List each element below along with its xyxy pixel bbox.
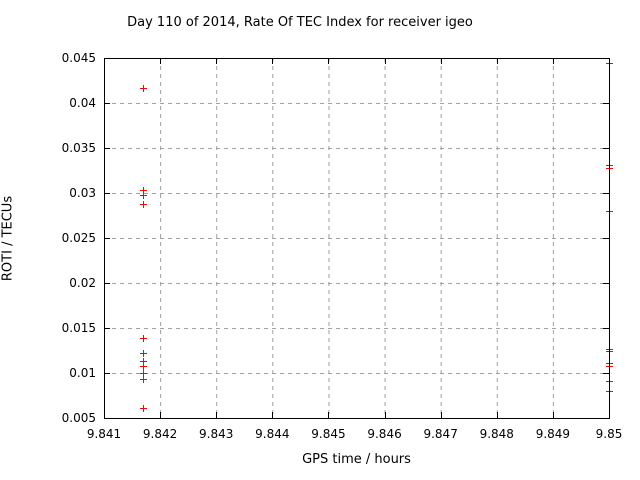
x-tick-label: 9.842 bbox=[142, 427, 178, 441]
x-tick-label: 9.849 bbox=[535, 427, 571, 441]
y-tick-label: 0.04 bbox=[69, 96, 96, 110]
x-tick-label: 9.847 bbox=[423, 427, 458, 441]
y-tick-label: 0.005 bbox=[61, 411, 96, 425]
x-tick-label: 9.844 bbox=[255, 427, 290, 441]
y-tick-label: 0.045 bbox=[61, 51, 96, 65]
x-tick-label: 9.845 bbox=[311, 427, 346, 441]
x-tick-label: 9.846 bbox=[367, 427, 402, 441]
x-tick-label: 9.843 bbox=[199, 427, 234, 441]
plot-border bbox=[104, 58, 610, 419]
x-tick-label: 9.848 bbox=[479, 427, 514, 441]
y-tick-label: 0.025 bbox=[61, 231, 96, 245]
chart-title: Day 110 of 2014, Rate Of TEC Index for r… bbox=[127, 15, 473, 30]
y-tick-label: 0.02 bbox=[69, 276, 96, 290]
y-tick-label: 0.015 bbox=[61, 321, 96, 335]
y-tick-label: 0.03 bbox=[69, 186, 96, 200]
y-tick-label: 0.035 bbox=[61, 141, 96, 155]
y-tick-label: 0.01 bbox=[69, 366, 96, 380]
x-axis-title: GPS time / hours bbox=[302, 452, 411, 467]
x-tick-label: 9.85 bbox=[595, 427, 623, 441]
x-tick-label: 9.841 bbox=[86, 427, 122, 441]
